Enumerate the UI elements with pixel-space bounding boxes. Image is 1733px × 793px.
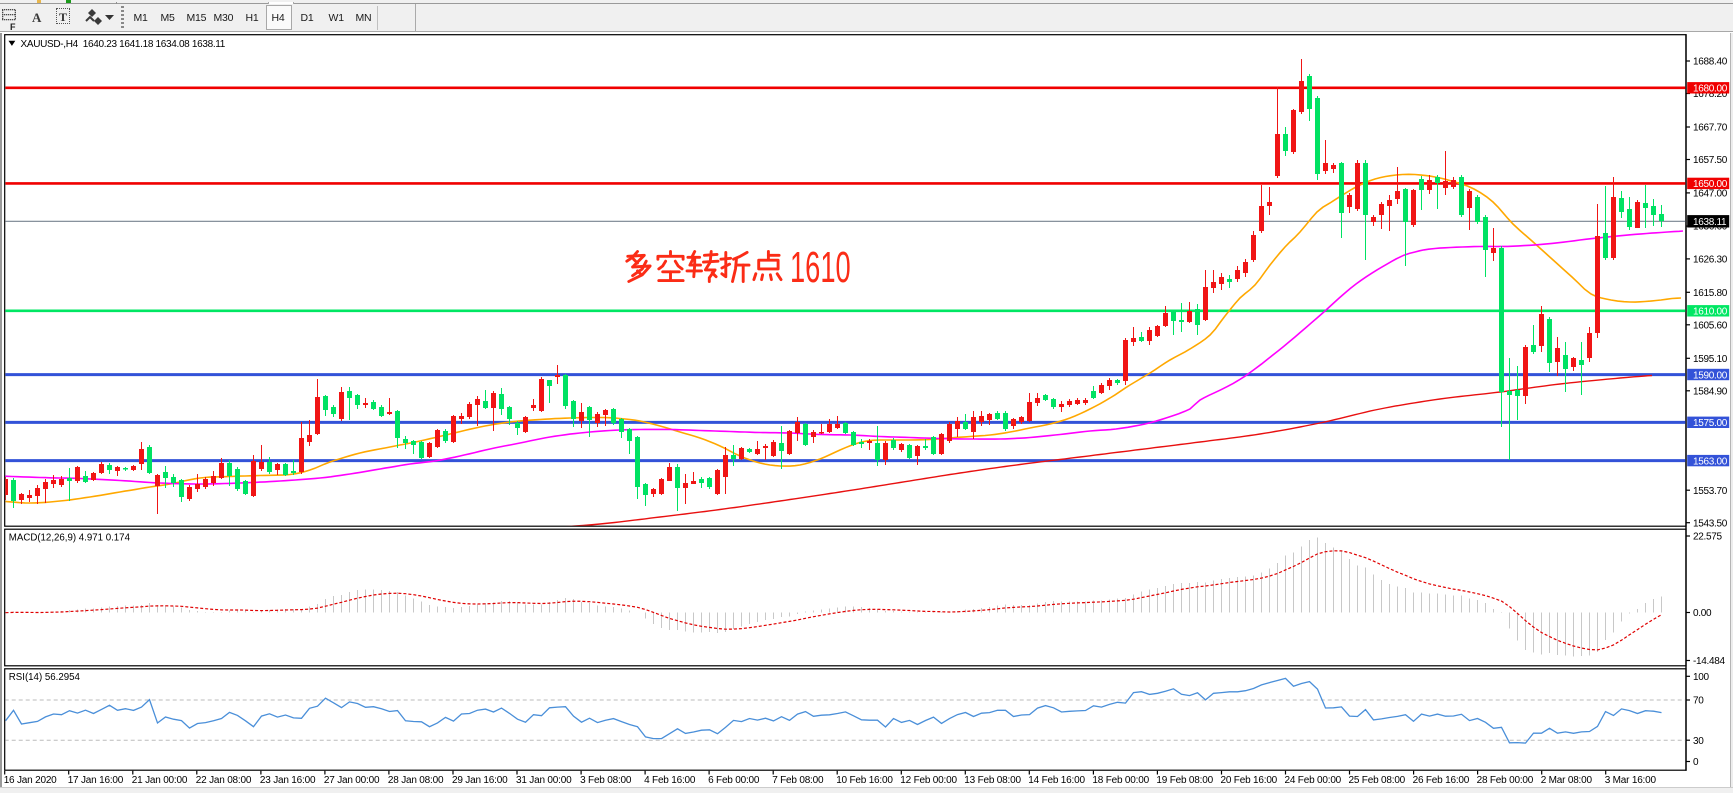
svg-text:23 Jan 16:00: 23 Jan 16:00	[260, 775, 316, 786]
svg-text:27 Jan 00:00: 27 Jan 00:00	[324, 775, 380, 786]
svg-text:XAUUSD-,H4 1640.23 1641.18 16: XAUUSD-,H4 1640.23 1641.18 1634.08 1638.…	[21, 39, 226, 50]
svg-text:0.00: 0.00	[1693, 608, 1712, 619]
svg-text:4 Feb 16:00: 4 Feb 16:00	[644, 775, 696, 786]
svg-text:1647.00: 1647.00	[1693, 189, 1728, 200]
svg-text:100: 100	[1693, 672, 1710, 683]
svg-text:6 Feb 00:00: 6 Feb 00:00	[708, 775, 760, 786]
svg-text:12 Feb 00:00: 12 Feb 00:00	[900, 775, 957, 786]
svg-text:70: 70	[1693, 696, 1704, 707]
svg-text:1584.90: 1584.90	[1693, 386, 1728, 397]
svg-text:16 Jan 2020: 16 Jan 2020	[4, 775, 57, 786]
svg-text:28 Jan 08:00: 28 Jan 08:00	[388, 775, 444, 786]
svg-text:1590.00: 1590.00	[1693, 370, 1728, 381]
svg-text:13 Feb 08:00: 13 Feb 08:00	[964, 775, 1021, 786]
svg-text:3 Feb 08:00: 3 Feb 08:00	[580, 775, 632, 786]
svg-text:1650.00: 1650.00	[1693, 179, 1728, 190]
svg-text:18 Feb 00:00: 18 Feb 00:00	[1092, 775, 1149, 786]
svg-text:1595.10: 1595.10	[1693, 354, 1728, 365]
svg-text:1626.30: 1626.30	[1693, 255, 1728, 266]
svg-text:17 Jan 16:00: 17 Jan 16:00	[68, 775, 124, 786]
svg-text:1610.00: 1610.00	[1693, 307, 1728, 318]
svg-text:1553.70: 1553.70	[1693, 486, 1728, 497]
svg-text:31 Jan 00:00: 31 Jan 00:00	[516, 775, 572, 786]
svg-text:25 Feb 08:00: 25 Feb 08:00	[1349, 775, 1406, 786]
svg-text:3 Mar 16:00: 3 Mar 16:00	[1605, 775, 1657, 786]
svg-text:14 Feb 16:00: 14 Feb 16:00	[1028, 775, 1085, 786]
svg-text:19 Feb 08:00: 19 Feb 08:00	[1156, 775, 1213, 786]
svg-text:1605.60: 1605.60	[1693, 320, 1728, 331]
svg-text:1615.80: 1615.80	[1693, 288, 1728, 299]
svg-text:7 Feb 08:00: 7 Feb 08:00	[772, 775, 824, 786]
svg-text:30: 30	[1693, 736, 1704, 747]
svg-text:1657.50: 1657.50	[1693, 155, 1728, 166]
svg-text:10 Feb 16:00: 10 Feb 16:00	[836, 775, 893, 786]
svg-text:RSI(14) 56.2954: RSI(14) 56.2954	[9, 672, 81, 683]
svg-text:28 Feb 00:00: 28 Feb 00:00	[1477, 775, 1534, 786]
svg-text:1610: 1610	[790, 242, 851, 291]
svg-text:-14.484: -14.484	[1693, 656, 1726, 667]
svg-text:1543.50: 1543.50	[1693, 518, 1728, 529]
svg-text:20 Feb 16:00: 20 Feb 16:00	[1221, 775, 1278, 786]
svg-text:21 Jan 00:00: 21 Jan 00:00	[132, 775, 188, 786]
svg-text:1638.11: 1638.11	[1693, 217, 1727, 228]
svg-text:1575.00: 1575.00	[1693, 418, 1728, 429]
svg-text:0: 0	[1693, 757, 1699, 768]
svg-text:2 Mar 08:00: 2 Mar 08:00	[1541, 775, 1593, 786]
svg-text:22 Jan 08:00: 22 Jan 08:00	[196, 775, 252, 786]
svg-text:MACD(12,26,9) 4.971 0.174: MACD(12,26,9) 4.971 0.174	[9, 533, 131, 544]
svg-text:26 Feb 16:00: 26 Feb 16:00	[1413, 775, 1470, 786]
svg-text:1678.20: 1678.20	[1693, 89, 1728, 100]
svg-text:22.575: 22.575	[1693, 532, 1723, 543]
svg-text:1688.40: 1688.40	[1693, 57, 1728, 68]
svg-text:29 Jan 16:00: 29 Jan 16:00	[452, 775, 508, 786]
svg-text:1563.00: 1563.00	[1693, 456, 1728, 467]
svg-text:1680.00: 1680.00	[1693, 84, 1728, 95]
svg-text:1667.70: 1667.70	[1693, 123, 1728, 134]
svg-text:24 Feb 00:00: 24 Feb 00:00	[1285, 775, 1342, 786]
